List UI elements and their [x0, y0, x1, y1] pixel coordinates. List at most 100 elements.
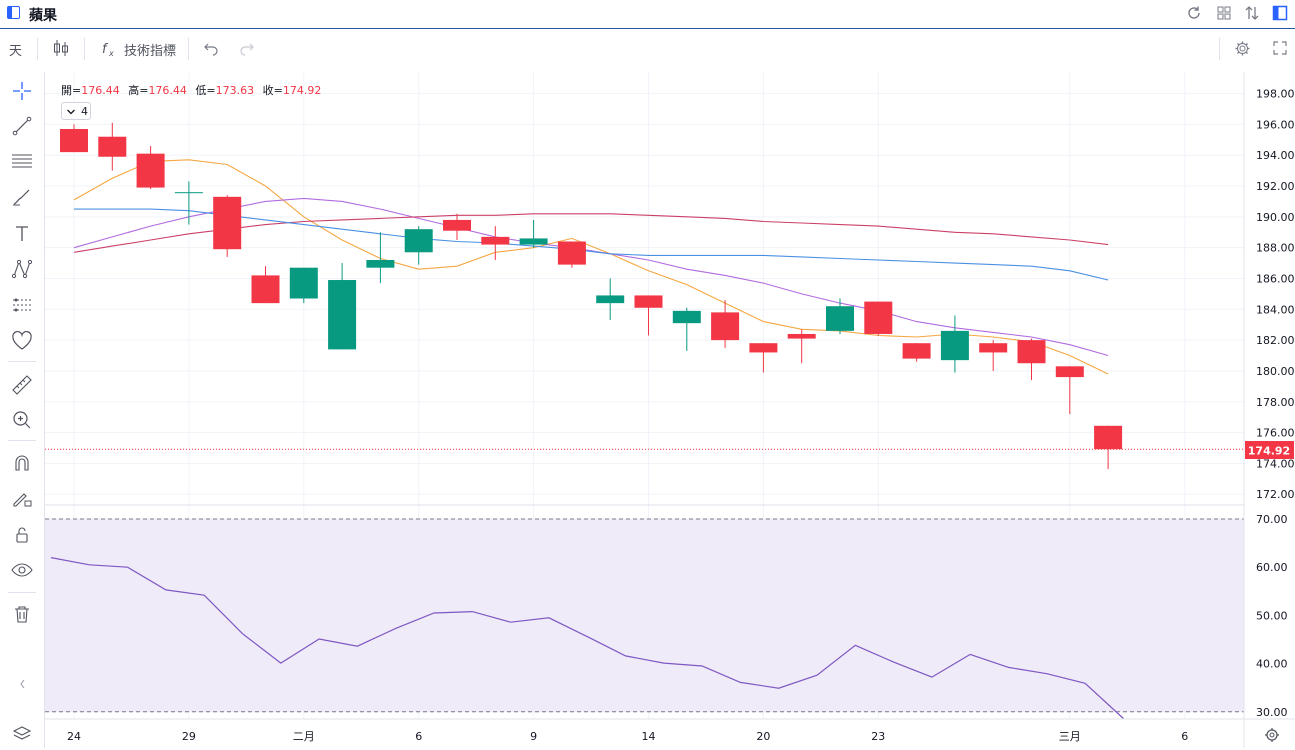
candle-body: [557, 241, 586, 265]
settings-gear-icon[interactable]: [1234, 40, 1251, 61]
indicator-count: 4: [81, 105, 88, 118]
sort-arrows-icon[interactable]: [1244, 5, 1260, 21]
candle-body: [443, 219, 471, 231]
candle-body: [1055, 366, 1084, 378]
eye-icon[interactable]: [10, 558, 34, 582]
price-tick-label: 198.00: [1256, 88, 1295, 101]
layout-grid-icon[interactable]: [1216, 5, 1232, 21]
candle-body: [672, 310, 701, 324]
candle-body: [1017, 340, 1046, 364]
low-value: 173.63: [215, 84, 255, 97]
open-label: 開=: [61, 84, 82, 97]
candle-body: [174, 192, 203, 194]
rsi-band: [45, 519, 1244, 712]
horizontal-lines-icon[interactable]: [10, 149, 34, 173]
indicators-button[interactable]: 技術指標: [124, 44, 177, 59]
candle-body: [213, 196, 242, 250]
forecast-tool-icon[interactable]: [10, 293, 34, 317]
rsi-tick-label: 50.00: [1256, 609, 1288, 622]
lock-icon[interactable]: [10, 523, 34, 547]
time-tick-label: 29: [182, 730, 196, 743]
price-tick-label: 196.00: [1256, 118, 1295, 131]
trend-line-icon[interactable]: [10, 114, 34, 138]
candle-body: [826, 306, 854, 331]
svg-text:x: x: [108, 49, 114, 58]
open-value: 176.44: [81, 84, 120, 97]
rsi-tick-label: 40.00: [1256, 658, 1288, 671]
fullscreen-icon[interactable]: [1272, 40, 1288, 60]
time-tick-label: 6: [415, 730, 422, 743]
moving-average-line: [74, 208, 1109, 281]
time-tick-label: 23: [871, 730, 885, 743]
last-price-tag: [1245, 441, 1294, 459]
time-tick-label: 9: [530, 730, 537, 743]
indicator-collapse-button[interactable]: 4: [61, 102, 91, 120]
rsi-tick-label: 70.00: [1256, 513, 1288, 526]
price-tick-label: 180.00: [1256, 365, 1295, 378]
drawing-toolbar: [0, 72, 45, 748]
redo-icon[interactable]: [239, 40, 255, 60]
ruler-icon[interactable]: [10, 373, 34, 397]
text-tool-icon[interactable]: [10, 222, 34, 246]
undo-icon[interactable]: [203, 40, 219, 60]
candle-body: [519, 238, 548, 245]
close-label: 收=: [262, 84, 283, 97]
layers-icon[interactable]: [10, 722, 34, 746]
time-tick-label: 20: [756, 730, 770, 743]
candle-body: [136, 153, 165, 188]
time-tick-label: 三月: [1059, 730, 1081, 743]
zoom-in-icon[interactable]: [10, 408, 34, 432]
candle-body: [940, 330, 969, 361]
candle-body: [289, 267, 318, 299]
rsi-tick-label: 30.00: [1256, 706, 1288, 719]
candle-body: [634, 295, 663, 308]
time-tick-label: 6: [1181, 730, 1188, 743]
pattern-tool-icon[interactable]: [10, 257, 34, 281]
pencil-lock-icon[interactable]: [10, 486, 34, 510]
rsi-line: [50, 557, 1124, 719]
high-label: 高=: [128, 84, 149, 97]
refresh-icon[interactable]: [1186, 5, 1202, 21]
candle-body: [787, 333, 816, 339]
price-tick-label: 188.00: [1256, 242, 1295, 255]
interval-selector[interactable]: 天: [9, 44, 23, 59]
close-value: 174.92: [282, 84, 322, 97]
price-tick-label: 190.00: [1256, 211, 1295, 224]
trash-icon[interactable]: [10, 602, 34, 626]
collapse-panel-chevron-icon[interactable]: [10, 672, 34, 696]
chevron-down-icon: [67, 109, 75, 115]
candle-body: [404, 229, 433, 253]
price-tick-label: 176.00: [1256, 427, 1295, 440]
candle-body: [251, 275, 280, 304]
brush-icon[interactable]: [10, 185, 34, 209]
moving-average-line: [73, 159, 1109, 375]
time-tick-label: 24: [67, 730, 81, 743]
candle-body: [366, 259, 395, 268]
high-value: 176.44: [148, 84, 187, 97]
panel-toggle-icon[interactable]: [1272, 5, 1288, 21]
price-tick-label: 186.00: [1256, 272, 1295, 285]
candle-body: [864, 301, 893, 334]
candle-body: [979, 343, 1008, 353]
price-tick-label: 174.00: [1256, 457, 1295, 470]
candle-body: [328, 280, 357, 350]
price-tick-label: 178.00: [1256, 396, 1295, 409]
title-bar: 蘋果: [0, 0, 1295, 29]
window-title: 蘋果: [29, 8, 57, 24]
time-tick-label: 二月: [293, 730, 315, 743]
candle-body: [481, 236, 510, 245]
candle-body: [902, 343, 931, 359]
last-price-label: 174.92: [1248, 445, 1290, 458]
axis-settings-icon[interactable]: [1265, 728, 1279, 742]
ohlc-legend: 開=176.44 高=176.44 低=173.63 收=174.92: [61, 82, 321, 98]
crosshair-icon[interactable]: [10, 79, 34, 103]
time-tick-label: 14: [642, 730, 656, 743]
price-tick-label: 182.00: [1256, 334, 1295, 347]
favorites-heart-icon[interactable]: [10, 329, 34, 353]
candle-type-icon[interactable]: [52, 38, 70, 62]
candle-body: [711, 312, 740, 341]
magnet-icon[interactable]: [10, 451, 34, 475]
